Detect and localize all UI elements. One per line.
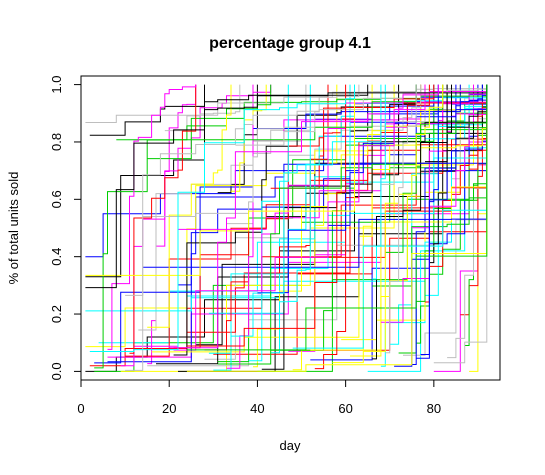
series-line — [380, 84, 439, 367]
series-line — [147, 84, 197, 365]
series-line — [372, 84, 386, 280]
series-line — [107, 84, 197, 350]
series-line — [328, 84, 488, 226]
series-line — [350, 84, 488, 357]
y-axis: 0.0 0.2 0.4 0.6 0.8 1.0 — [49, 76, 82, 380]
y-tick-label: 1.0 — [49, 76, 64, 94]
series-line — [169, 84, 439, 349]
series-line — [270, 84, 311, 354]
series-line — [173, 84, 426, 351]
series-line — [231, 84, 267, 192]
series-line — [292, 84, 338, 371]
series-line — [147, 84, 232, 328]
x-axis: 0 20 40 60 80 — [77, 379, 441, 416]
series-line — [235, 84, 488, 146]
series-line — [372, 84, 452, 360]
series-line — [420, 84, 439, 355]
series-line — [217, 84, 258, 194]
series-line — [248, 84, 289, 362]
chart-title: percentage group 4.1 — [209, 35, 371, 52]
x-tick-label: 40 — [250, 401, 264, 416]
series-line — [204, 84, 329, 351]
series-line — [385, 84, 417, 354]
y-tick-label: 0.0 — [49, 362, 64, 380]
series-layer — [85, 84, 488, 372]
series-line — [226, 84, 488, 225]
series-line — [164, 84, 241, 132]
y-tick-label: 0.6 — [49, 190, 64, 208]
series-line — [447, 84, 488, 359]
series-line — [380, 84, 488, 323]
series-line — [363, 84, 444, 352]
y-tick-label: 0.2 — [49, 305, 64, 323]
series-line — [416, 84, 488, 359]
series-line — [89, 84, 355, 352]
series-line — [151, 84, 373, 353]
series-line — [89, 84, 369, 136]
y-axis-label: % of total units sold — [6, 172, 21, 285]
series-line — [186, 84, 488, 351]
y-tick-label: 0.4 — [49, 248, 64, 266]
series-line — [186, 84, 347, 347]
series-line — [226, 84, 254, 369]
series-line — [85, 84, 355, 276]
x-tick-label: 60 — [338, 401, 352, 416]
series-line — [173, 84, 430, 349]
y-tick-label: 0.8 — [49, 133, 64, 151]
series-line — [85, 84, 488, 289]
x-tick-label: 20 — [162, 401, 176, 416]
x-tick-label: 0 — [77, 401, 84, 416]
series-line — [186, 84, 444, 333]
series-line — [208, 84, 382, 354]
x-tick-label: 80 — [427, 401, 441, 416]
series-line — [85, 84, 479, 258]
series-line — [411, 84, 457, 365]
x-axis-label: day — [280, 438, 301, 453]
